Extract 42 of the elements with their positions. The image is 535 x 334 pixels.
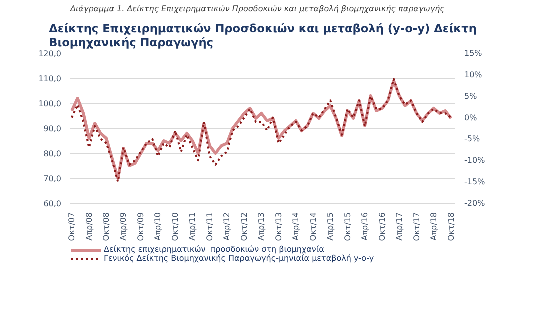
x-tick-label: Απρ/09 [119, 212, 128, 241]
x-tick-label: Απρ/15 [326, 212, 336, 241]
x-tick-label: Απρ/13 [257, 212, 266, 241]
y2-tick-label: -10% [464, 156, 486, 166]
x-tick-label: Οκτ/16 [378, 212, 387, 242]
y-tick-label: 90,0 [44, 124, 62, 134]
chart-title: Δείκτης Επιχειρηματικών Προσδοκιών και μεταβολή (y-o-y) Δείκτη Βιομηχανικής Παραγωγής [49, 22, 477, 50]
y-tick-label: 70,0 [44, 174, 62, 184]
legend-label: Γενικός Δείκτης Βιομηχανικής Παραγωγής-μηνιαία μεταβολή y-o-y [104, 254, 374, 263]
x-tick-label: Απρ/12 [222, 212, 232, 241]
y2-tick-label: 0% [464, 113, 478, 122]
x-tick-label: Οκτ/14 [308, 212, 318, 242]
x-tick-label: Οκτ/13 [274, 212, 284, 242]
x-tick-label: Απρ/18 [429, 212, 438, 241]
x-tick-label: Οκτ/10 [170, 212, 180, 242]
x-tick-label: Οκτ/18 [446, 212, 456, 242]
y-tick-label: 80,0 [44, 150, 62, 158]
x-tick-label: Οκτ/12 [240, 212, 249, 242]
x-tick-label: Οκτ/17 [412, 212, 422, 242]
x-tick-label: Απρ/11 [188, 212, 198, 241]
y-tick-label: 100,0 [38, 100, 62, 108]
x-tick-label: Απρ/08 [84, 212, 94, 241]
y2-tick-label: -20% [464, 199, 486, 208]
y-tick-label: 60,0 [44, 200, 62, 208]
x-tick-label: Απρ/16 [360, 212, 370, 241]
y2-tick-label: -15% [464, 178, 486, 187]
y2-tick-label: 15% [464, 49, 483, 58]
y2-tick-label: -5% [464, 134, 480, 144]
y2-tick-label: 5% [464, 92, 478, 101]
y-tick-label: 120,0 [38, 50, 62, 58]
x-tick-label: Απρ/10 [154, 212, 163, 241]
x-tick-label: Οκτ/09 [136, 212, 146, 242]
legend-label: Δείκτης επιχειρηματικών προσδοκιών στη βιομηχανία [104, 245, 324, 254]
x-tick-label: Απρ/17 [395, 212, 404, 241]
x-tick-label: Οκτ/08 [102, 212, 112, 242]
y2-tick-label: 10% [464, 70, 483, 80]
text: Διάγραμμα 1. Δείκτης Επιχειρηματικών Προσδοκιών και μεταβολή βιομηχανικής παραγωγής [70, 4, 446, 14]
y-tick-label: 110,0 [38, 74, 62, 84]
x-tick-label: Οκτ/15 [343, 212, 352, 242]
x-tick-label: Απρ/14 [292, 212, 301, 241]
x-tick-label: Οκτ/11 [205, 212, 214, 242]
x-tick-label: Οκτ/07 [68, 212, 77, 242]
